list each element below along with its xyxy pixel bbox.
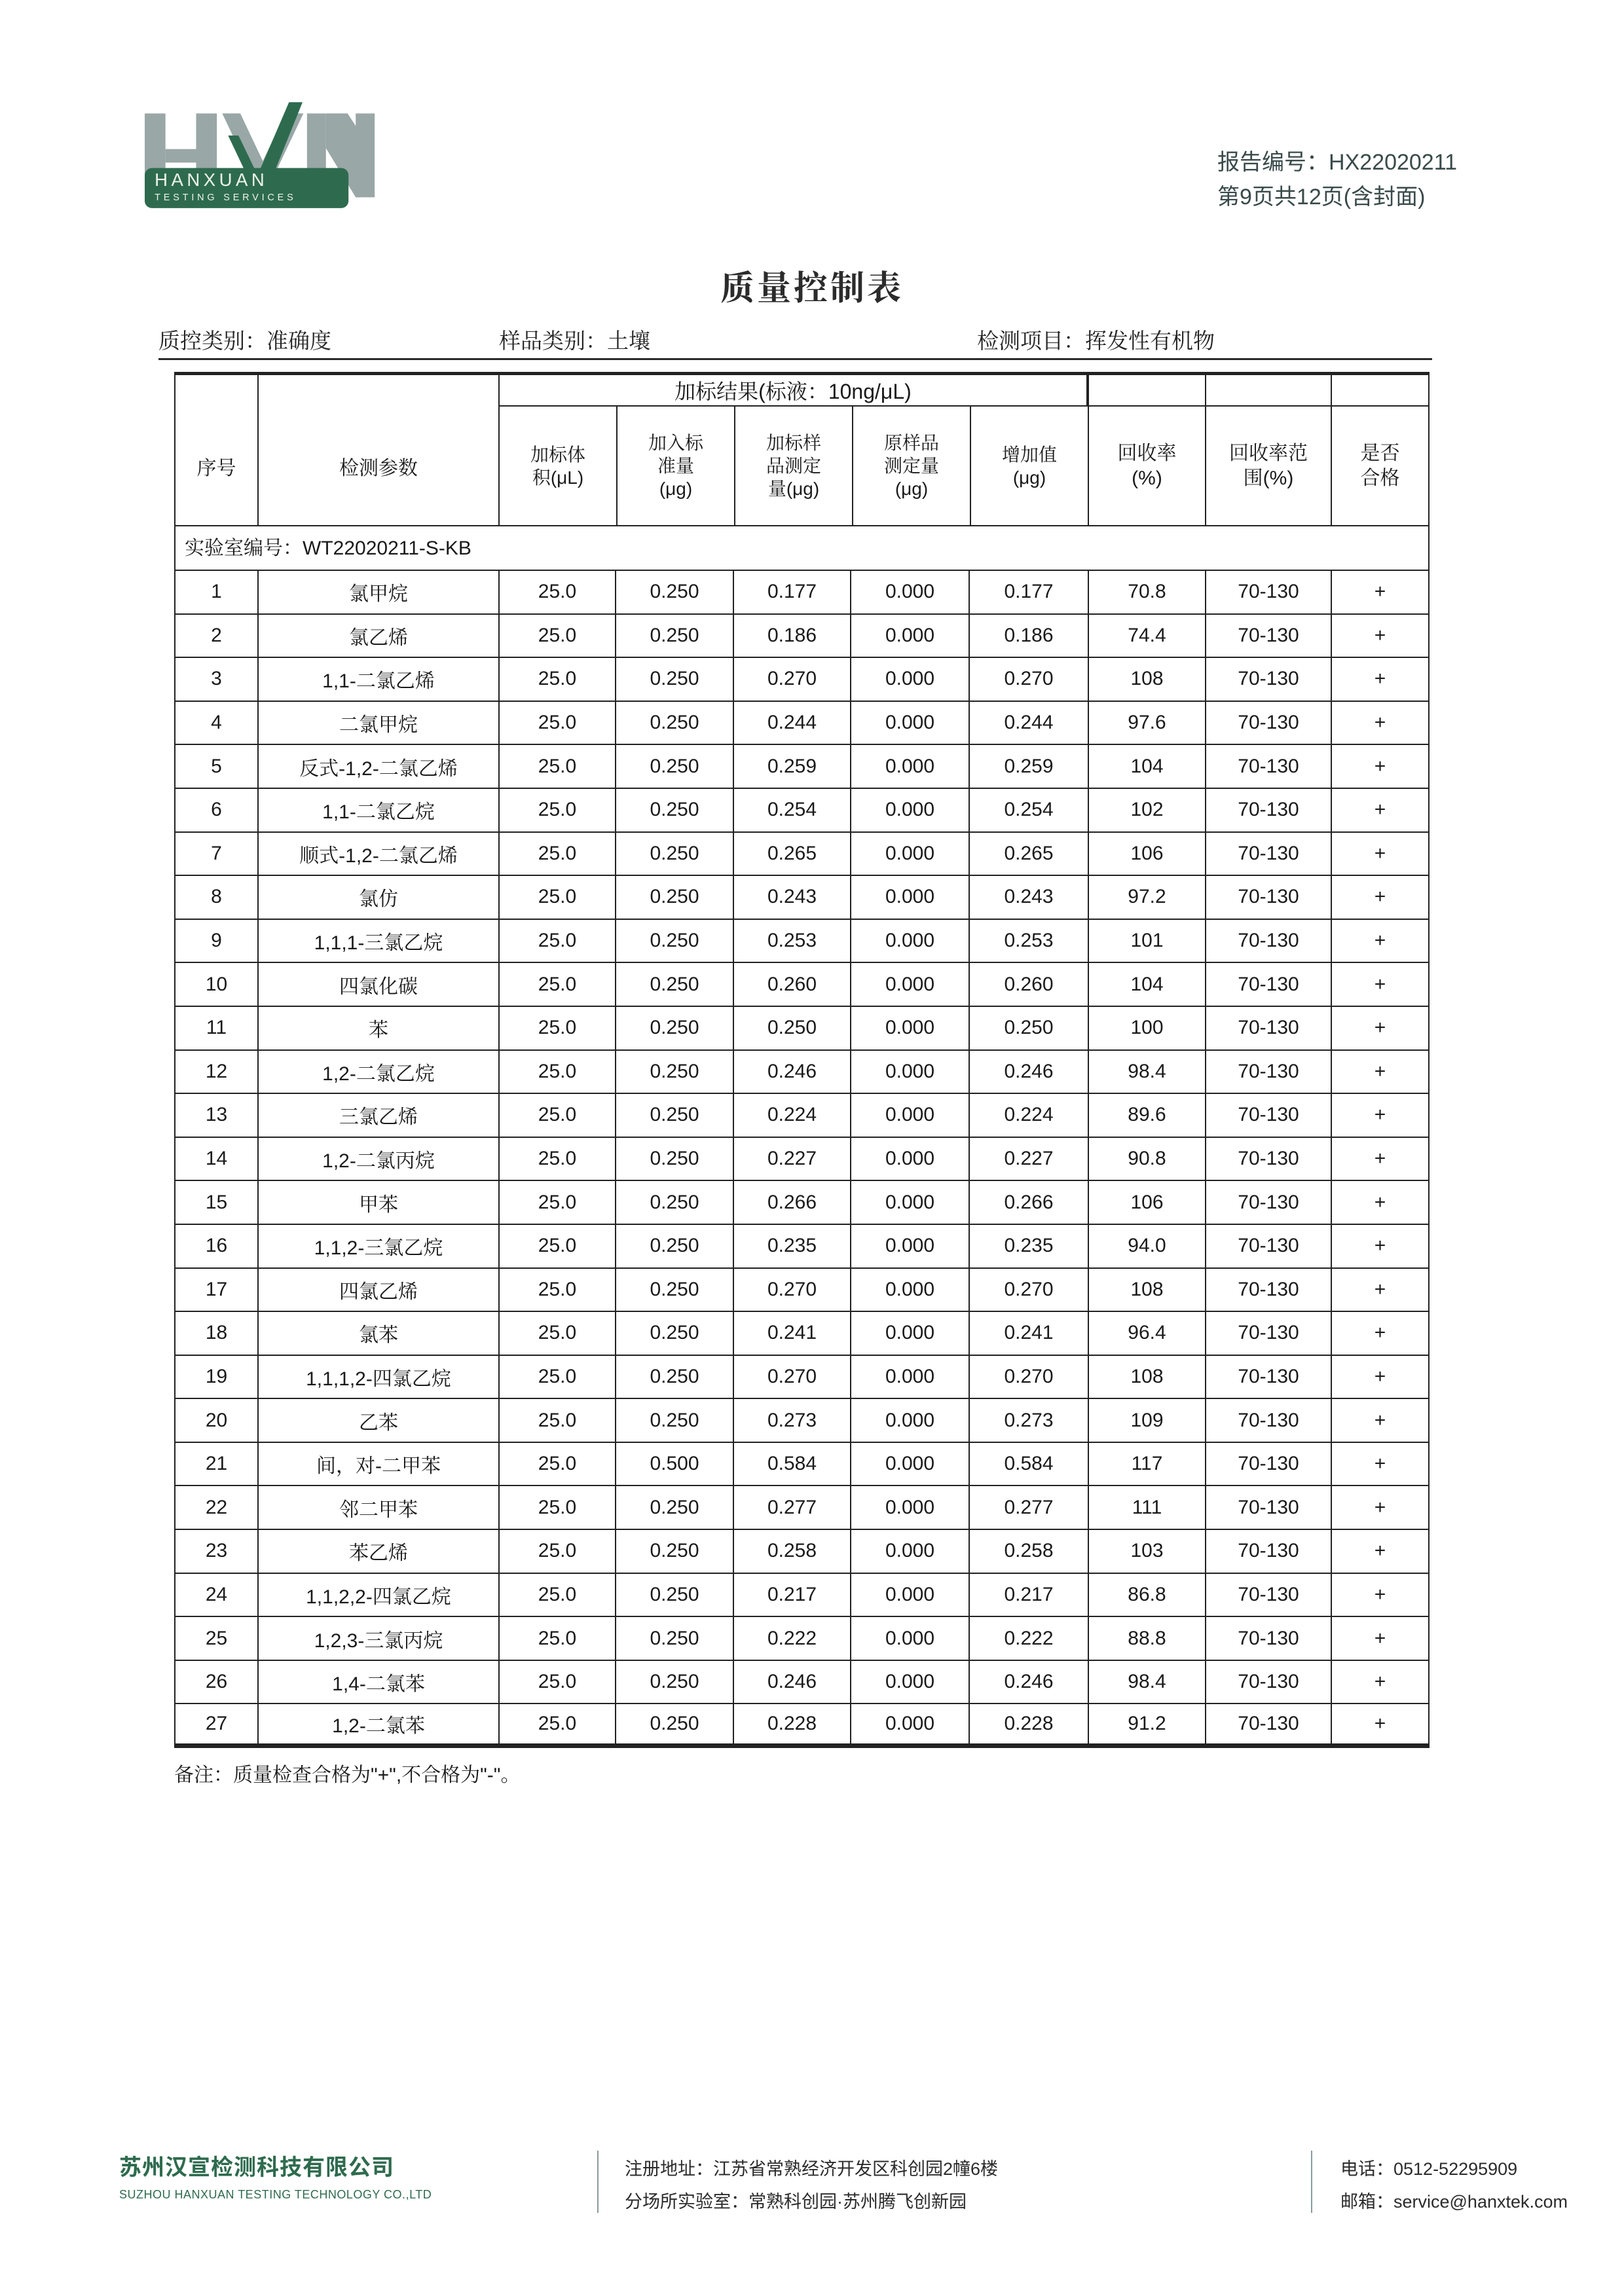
svg-text:HANXUAN: HANXUAN (155, 170, 268, 190)
svg-text:TESTING SERVICES: TESTING SERVICES (155, 192, 296, 203)
